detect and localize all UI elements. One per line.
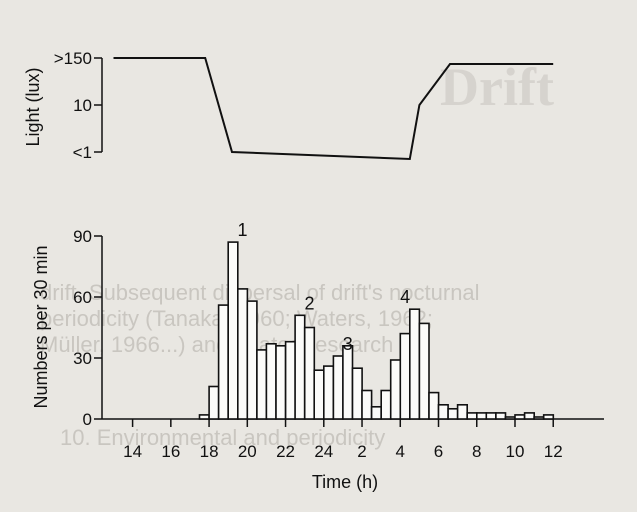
count-x-tick-label: 2 bbox=[357, 442, 366, 461]
count-y-axis-label: Numbers per 30 min bbox=[31, 245, 51, 408]
ghost-line-3: Müller, 1966...) and related research bbox=[40, 332, 393, 357]
light-chart: >150 10 <1 Light (lux) bbox=[23, 49, 554, 162]
count-bar bbox=[514, 414, 526, 420]
count-bar bbox=[389, 359, 402, 420]
count-bar bbox=[198, 414, 210, 420]
count-x-tick-label: 14 bbox=[123, 442, 142, 461]
ghost-line-4: 10. Environmental and periodicity bbox=[60, 425, 385, 450]
peak-label: 4 bbox=[400, 287, 410, 307]
count-x-tick-label: 10 bbox=[506, 442, 525, 461]
count-bar bbox=[370, 405, 383, 420]
count-bar bbox=[361, 389, 373, 420]
count-y-tick-label: 60 bbox=[73, 288, 92, 307]
peak-label: 3 bbox=[343, 334, 353, 354]
light-tick-label-1: <1 bbox=[73, 143, 92, 162]
ghost-line-1: drift. Subsequent dispersal of drift's n… bbox=[40, 280, 480, 305]
count-bar bbox=[246, 300, 258, 420]
count-y-tick-label: 30 bbox=[73, 349, 92, 368]
count-bar bbox=[227, 241, 239, 420]
count-bar bbox=[466, 412, 478, 420]
count-bar bbox=[217, 304, 230, 420]
light-tick-label-150: >150 bbox=[54, 49, 92, 68]
count-bar bbox=[332, 355, 344, 420]
count-x-ticks: 14 16 18 20 22 24 2 4 6 8 10 12 bbox=[123, 419, 563, 461]
peak-label: 1 bbox=[237, 220, 247, 240]
light-level-line bbox=[113, 57, 554, 161]
count-bar bbox=[342, 344, 354, 420]
count-bar bbox=[265, 342, 277, 420]
count-bar bbox=[303, 326, 316, 420]
background-show-through-text: Drift drift. Subsequent dispersal of dri… bbox=[40, 57, 554, 450]
peak-labels: 1 2 3 4 bbox=[237, 220, 410, 354]
count-bar bbox=[256, 349, 268, 420]
count-bar bbox=[284, 340, 297, 420]
count-bar bbox=[475, 412, 488, 420]
count-x-tick-label: 12 bbox=[544, 442, 563, 461]
count-x-tick-label: 4 bbox=[396, 442, 405, 461]
count-bar bbox=[380, 389, 392, 420]
count-bar bbox=[313, 369, 325, 420]
count-bar bbox=[504, 416, 516, 420]
count-bar bbox=[437, 403, 449, 420]
count-bar bbox=[322, 365, 335, 420]
peak-label: 2 bbox=[304, 293, 314, 313]
count-bars bbox=[198, 241, 555, 420]
count-bar bbox=[294, 314, 306, 420]
count-x-tick-label: 6 bbox=[434, 442, 443, 461]
light-tick-label-10: 10 bbox=[73, 96, 92, 115]
count-bar bbox=[533, 416, 545, 420]
count-bar bbox=[428, 391, 440, 420]
count-bar bbox=[495, 412, 507, 420]
count-x-tick-label: 20 bbox=[238, 442, 257, 461]
count-bar bbox=[456, 403, 469, 420]
count-x-axis-label: Time (h) bbox=[312, 472, 378, 492]
count-bar bbox=[399, 332, 411, 420]
count-bar bbox=[237, 288, 249, 420]
count-bar bbox=[542, 414, 555, 420]
count-bar bbox=[447, 407, 459, 420]
count-x-tick-label: 16 bbox=[161, 442, 180, 461]
count-bar bbox=[485, 412, 497, 420]
count-x-tick-label: 18 bbox=[200, 442, 219, 461]
light-y-axis-label: Light (lux) bbox=[23, 67, 43, 146]
count-bar bbox=[523, 412, 535, 420]
count-bar bbox=[408, 308, 421, 420]
count-bar bbox=[418, 322, 430, 420]
count-x-tick-label: 24 bbox=[314, 442, 333, 461]
count-y-tick-label: 0 bbox=[83, 410, 92, 429]
count-x-tick-label: 22 bbox=[276, 442, 295, 461]
count-bar bbox=[351, 367, 363, 420]
count-y-ticks: 0 30 60 90 bbox=[73, 227, 102, 429]
count-x-tick-label: 8 bbox=[472, 442, 481, 461]
ghost-heading: Drift bbox=[440, 57, 554, 117]
count-bar bbox=[275, 344, 287, 420]
count-y-tick-label: 90 bbox=[73, 227, 92, 246]
count-bar bbox=[208, 385, 220, 420]
